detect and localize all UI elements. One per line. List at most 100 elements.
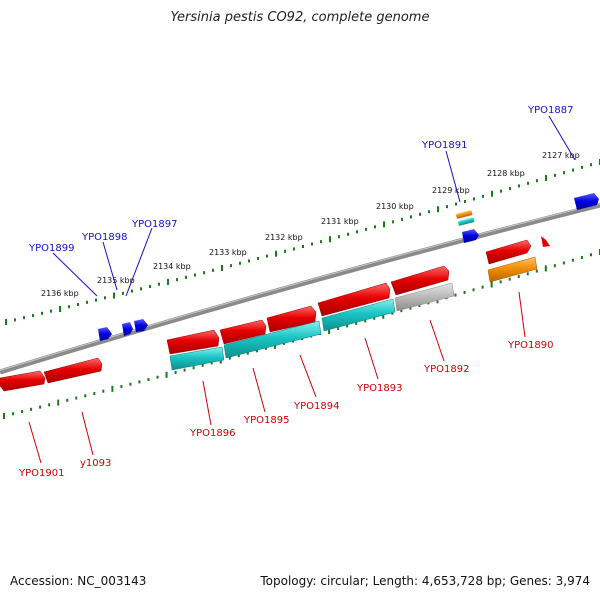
cds-arrow[interactable] [0,370,46,392]
cyan-feature[interactable] [457,217,475,226]
gene-label[interactable]: YPO1896 [189,428,235,439]
minor-tick [527,181,529,185]
minor-tick [122,291,124,295]
gene-label[interactable]: y1093 [80,458,111,469]
cds-arrow[interactable] [219,319,267,345]
scale-label: 2134 kbp [153,262,191,271]
cyan-cds[interactable] [223,320,322,359]
cds-arrow[interactable] [166,329,220,355]
scale-label: 2130 kbp [376,202,414,211]
cyan-cds[interactable] [169,346,225,371]
major-tick [275,250,277,257]
blue-feature[interactable] [462,229,479,243]
gene-label[interactable]: YPO1887 [527,105,573,116]
blue-feature[interactable] [574,193,599,210]
inner-scale-track [3,249,600,419]
genome-backbone [0,202,600,375]
minor-tick [572,168,574,172]
minor-tick [346,324,349,328]
cds-arrow[interactable] [43,357,103,384]
minor-tick [347,232,349,236]
gene-label[interactable]: YPO1891 [421,140,467,151]
minor-tick [518,184,520,188]
minor-tick [509,187,511,191]
major-tick [111,385,114,392]
major-tick [544,265,547,272]
minor-tick [39,405,42,409]
minor-tick [212,268,214,272]
orange-feature[interactable] [455,210,473,219]
minor-tick [580,255,583,259]
minor-tick [481,285,484,289]
minor-tick [183,368,186,372]
genome-backbone-highlight [0,203,600,371]
leader-line [429,319,445,362]
minor-tick [93,391,96,395]
cyan-cds[interactable] [321,298,396,332]
cds-arrow[interactable] [485,239,532,265]
gene-label[interactable]: YPO1892 [423,364,469,375]
leader-line [299,354,317,398]
minor-tick [581,165,583,169]
scale-label: 2128 kbp [487,169,525,178]
minor-tick [210,361,213,365]
minor-tick [364,319,367,323]
minor-tick [500,189,502,193]
major-tick [59,305,61,312]
blue-feature[interactable] [134,319,148,332]
minor-tick [50,309,52,313]
gene-label[interactable]: YPO1890 [507,340,553,351]
leader-line [28,421,42,464]
minor-tick [86,300,88,304]
major-tick [545,175,547,182]
minor-tick [571,258,574,262]
blue-feature[interactable] [122,322,133,336]
blue-feature[interactable] [98,327,112,341]
leader-line [252,367,266,413]
major-tick [167,278,169,285]
minor-tick [239,261,241,265]
gray-cds[interactable] [394,282,455,312]
minor-tick [158,282,160,286]
gene-label[interactable]: YPO1895 [243,415,289,426]
minor-tick [418,303,421,307]
gene-label[interactable]: YPO1894 [293,401,339,412]
cds-arrow[interactable] [317,282,391,317]
minor-tick [356,230,358,234]
minor-tick [149,285,151,289]
minor-tick [517,274,520,278]
gene-label[interactable]: YPO1893 [356,383,402,394]
minor-tick [203,271,205,275]
minor-tick [266,254,268,258]
minor-tick [590,163,592,167]
orange-cds[interactable] [487,256,538,283]
forward-strand-features [0,236,550,392]
minor-tick [192,366,195,370]
figure-title: Yersinia pestis CO92, complete genome [170,10,430,25]
cds-arrow[interactable] [390,265,450,296]
cds-arrow[interactable] [266,305,317,333]
minor-tick [338,235,340,239]
minor-tick [147,378,150,382]
leader-line [102,241,118,291]
minor-tick [535,269,538,273]
minor-tick [526,272,529,276]
minor-tick [374,225,376,229]
gene-label[interactable]: YPO1897 [131,219,177,230]
gene-label[interactable]: YPO1899 [28,243,74,254]
minor-tick [21,410,24,414]
leader-line [548,115,576,161]
minor-tick [131,289,133,293]
minor-tick [228,356,231,360]
outer-features [98,193,599,341]
leader-line [125,227,153,297]
minor-tick [589,253,592,257]
gene-label[interactable]: YPO1901 [18,468,64,479]
minor-tick [248,259,250,263]
cds-arrow-small[interactable] [541,236,550,247]
gene-label[interactable]: YPO1898 [81,232,127,243]
scale-label: 2127 kbp [542,151,580,160]
minor-tick [284,249,286,253]
minor-tick [401,217,403,221]
